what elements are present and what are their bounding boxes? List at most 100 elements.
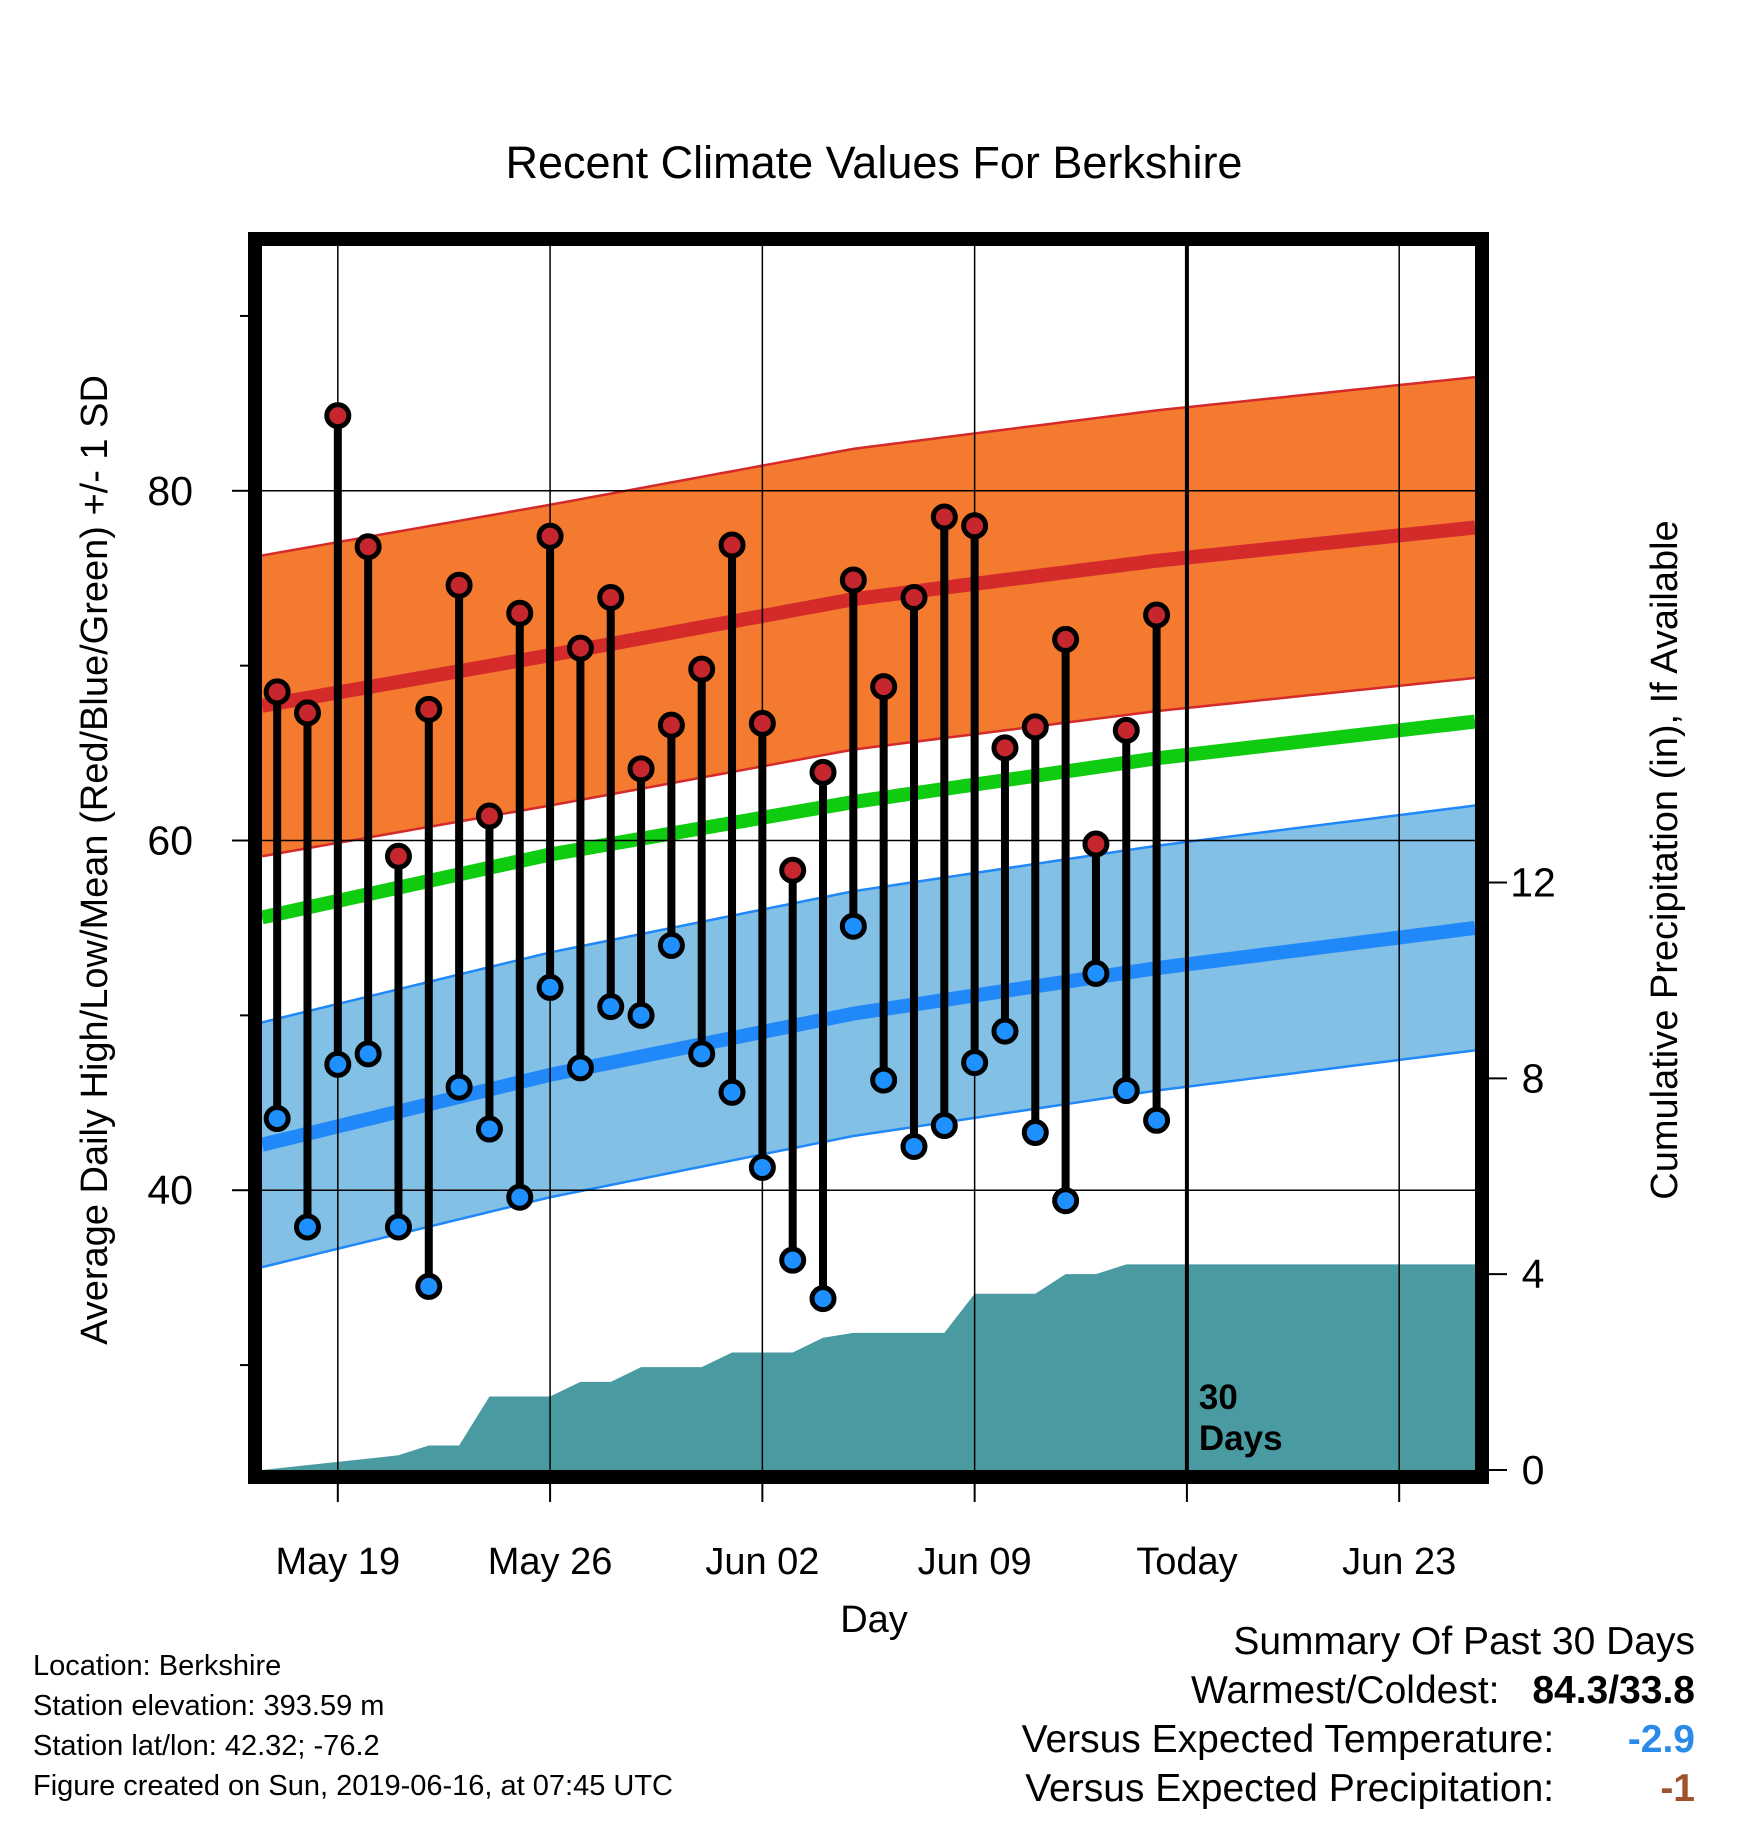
today-days-label: 30 — [1199, 1378, 1238, 1417]
x-tick-label: Today — [1136, 1541, 1237, 1583]
high-point — [293, 699, 321, 727]
high-point — [415, 695, 443, 723]
low-point — [779, 1246, 807, 1274]
low-point — [506, 1183, 534, 1211]
x-tick-label: May 26 — [488, 1541, 613, 1583]
summary-temp-row: Versus Expected Temperature: -2.9 — [1022, 1715, 1695, 1764]
low-point — [718, 1078, 746, 1106]
summary-warmest-row: Warmest/Coldest: 84.3/33.8 — [1022, 1666, 1695, 1715]
low-point — [475, 1115, 503, 1143]
high-point — [991, 734, 1019, 762]
high-point — [930, 503, 958, 531]
low-point — [415, 1272, 443, 1300]
low-point — [1021, 1119, 1049, 1147]
low-point — [748, 1153, 776, 1181]
low-point — [566, 1054, 594, 1082]
normal-high-mean-line — [262, 520, 1475, 713]
summary-warmest-value: 84.3/33.8 — [1532, 1669, 1695, 1712]
high-point — [1143, 601, 1171, 629]
high-point — [900, 583, 928, 611]
normal-high-band-lower — [262, 676, 1475, 858]
high-point — [566, 634, 594, 662]
low-point — [324, 1050, 352, 1078]
chart-title: Recent Climate Values For Berkshire — [506, 137, 1243, 188]
normal-low-band-upper — [262, 804, 1475, 1024]
low-point — [445, 1073, 473, 1101]
low-point — [930, 1112, 958, 1140]
x-axis-label: Day — [840, 1599, 908, 1641]
low-point — [809, 1285, 837, 1313]
y-tick-label-left: 80 — [147, 468, 193, 514]
today-days-label: Days — [1199, 1419, 1283, 1458]
low-point — [839, 912, 867, 940]
summary-heading: Summary Of Past 30 Days — [1233, 1620, 1695, 1663]
high-point — [384, 842, 412, 870]
high-point — [839, 566, 867, 594]
y-axis-label-right: Cumulative Precipitation (in), If Availa… — [1644, 520, 1686, 1199]
x-tick-label: Jun 23 — [1342, 1541, 1456, 1583]
high-point — [657, 711, 685, 739]
y-tick-label-left: 60 — [147, 818, 193, 864]
low-point — [1143, 1106, 1171, 1134]
high-point — [1052, 625, 1080, 653]
high-point — [536, 522, 564, 550]
high-point — [324, 402, 352, 430]
summary-precip-label: Versus Expected Precipitation: — [1025, 1767, 1555, 1810]
summary-box: Summary Of Past 30 Days Warmest/Coldest:… — [1022, 1617, 1695, 1813]
high-point — [475, 802, 503, 830]
summary-temp-label: Versus Expected Temperature: — [1021, 1718, 1555, 1761]
normal-low-band — [262, 805, 1475, 1268]
y-tick-label-left: 40 — [147, 1167, 193, 1213]
high-point — [688, 655, 716, 683]
low-point — [657, 931, 685, 959]
high-point — [809, 758, 837, 786]
high-point — [597, 583, 625, 611]
x-tick-label: Jun 02 — [705, 1541, 819, 1583]
low-point — [354, 1040, 382, 1068]
low-point — [688, 1040, 716, 1068]
low-point — [384, 1213, 412, 1241]
high-point — [1082, 830, 1110, 858]
high-point — [445, 571, 473, 599]
normal-high-band — [262, 377, 1475, 857]
high-point — [354, 533, 382, 561]
y-tick-label-right: 4 — [1522, 1251, 1545, 1297]
high-point — [627, 755, 655, 783]
info-elevation: Station elevation: 393.59 m — [33, 1690, 385, 1722]
low-point — [597, 993, 625, 1021]
low-point — [536, 973, 564, 1001]
high-point — [779, 856, 807, 884]
high-point — [748, 709, 776, 737]
station-info: Location: Berkshire Station elevation: 3… — [33, 1646, 673, 1806]
high-point — [870, 673, 898, 701]
x-tick-label: May 19 — [276, 1541, 401, 1583]
x-tick-label: Jun 09 — [918, 1541, 1032, 1583]
info-location: Location: Berkshire — [33, 1650, 282, 1682]
plot-frame — [248, 232, 1489, 1484]
y-tick-label-right: 0 — [1522, 1447, 1545, 1493]
y-tick-label-right: 8 — [1522, 1055, 1545, 1101]
high-point — [506, 599, 534, 627]
y-tick-label-right: 12 — [1510, 859, 1556, 905]
high-point — [961, 512, 989, 540]
normal-high-band-upper — [262, 375, 1475, 557]
info-created: Figure created on Sun, 2019-06-16, at 07… — [33, 1770, 673, 1802]
low-point — [293, 1213, 321, 1241]
low-point — [1112, 1077, 1140, 1105]
summary-warmest-label: Warmest/Coldest: — [1191, 1669, 1500, 1712]
summary-precip-value: -1 — [1660, 1767, 1695, 1810]
info-latlon: Station lat/lon: 42.32; -76.2 — [33, 1730, 380, 1762]
high-point — [1112, 716, 1140, 744]
y-axis-label-left: Average Daily High/Low/Mean (Red/Blue/Gr… — [74, 375, 116, 1345]
low-point — [991, 1017, 1019, 1045]
low-point — [627, 1001, 655, 1029]
low-point — [961, 1049, 989, 1077]
precipitation-area — [262, 1264, 1475, 1470]
low-point — [1052, 1187, 1080, 1215]
high-point — [718, 531, 746, 559]
low-point — [263, 1105, 291, 1133]
normal-average-line — [262, 714, 1475, 925]
summary-temp-value: -2.9 — [1627, 1718, 1695, 1761]
